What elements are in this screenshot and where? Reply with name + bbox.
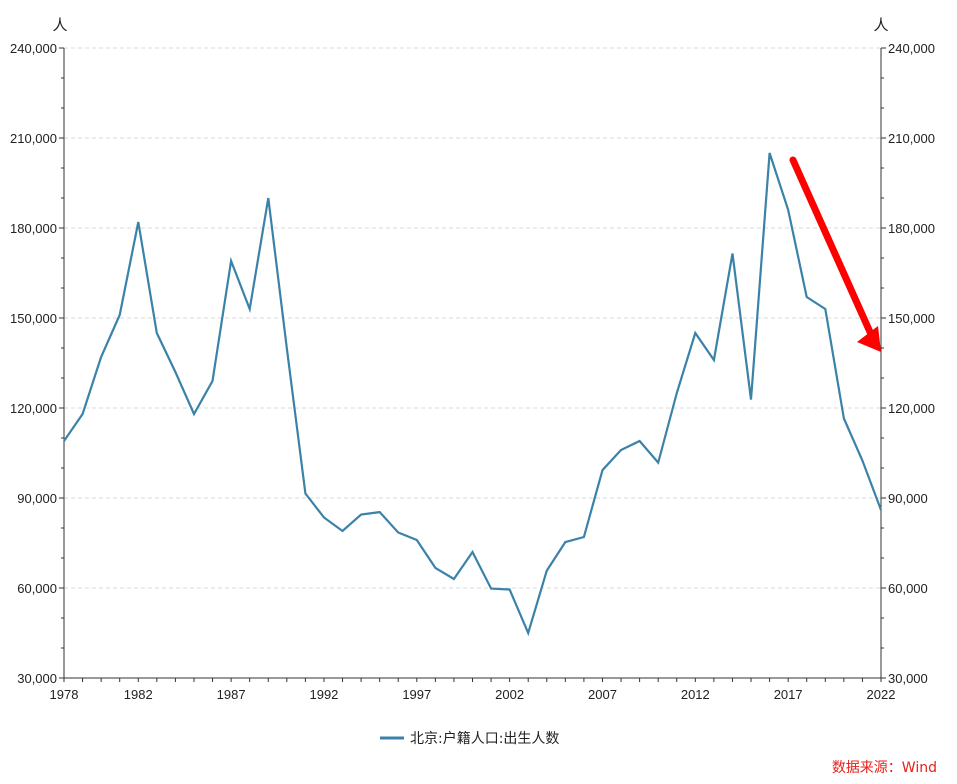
x-tick-label: 2022 [867, 687, 896, 702]
x-tick-label: 2002 [495, 687, 524, 702]
series-line [63, 152, 883, 637]
right-y-ticks: 30,000 60,000 90,000 120,000 150,000 180,000 2… [881, 41, 935, 686]
trend-arrow-head [857, 326, 881, 352]
axes [63, 48, 882, 679]
right-y-tick-label: 210,000 [888, 131, 935, 146]
x-tick-label: 2017 [774, 687, 803, 702]
right-y-tick-label: 240,000 [888, 41, 935, 56]
legend: 北京:户籍人口:出生人数 [380, 730, 559, 747]
trend-arrow [789, 156, 881, 352]
right-y-unit-label: 人 [873, 16, 888, 34]
left-y-ticks: 30,000 60,000 90,000 120,000 150,000 180,000 2… [10, 41, 64, 686]
x-tick-label: 2012 [681, 687, 710, 702]
x-tick-label: 1978 [50, 687, 79, 702]
left-y-tick-label: 120,000 [10, 401, 57, 416]
source-note: 数据来源：Wind [832, 760, 937, 776]
right-y-tick-label: 180,000 [888, 221, 935, 236]
x-tick-label: 1987 [217, 687, 246, 702]
right-y-tick-label: 120,000 [888, 401, 935, 416]
left-y-tick-label: 60,000 [17, 581, 57, 596]
right-y-tick-label: 150,000 [888, 311, 935, 326]
left-y-tick-label: 180,000 [10, 221, 57, 236]
left-y-tick-label: 30,000 [17, 671, 57, 686]
x-tick-label: 1992 [309, 687, 338, 702]
right-y-tick-label: 30,000 [888, 671, 928, 686]
x-tick-label: 2007 [588, 687, 617, 702]
left-y-tick-label: 150,000 [10, 311, 57, 326]
x-tick-label: 1982 [124, 687, 153, 702]
gridlines [64, 47, 881, 589]
right-y-tick-label: 60,000 [888, 581, 928, 596]
left-y-tick-label: 240,000 [10, 41, 57, 56]
trend-arrow-shaft [789, 156, 874, 336]
left-y-tick-label: 90,000 [17, 491, 57, 506]
x-ticks: 1978 1982 1987 1992 1997 2002 2007 2012 2017 2022 [50, 678, 896, 702]
legend-label: 北京:户籍人口:出生人数 [410, 730, 559, 747]
series-layer [63, 152, 883, 637]
x-tick-label: 1997 [402, 687, 431, 702]
right-y-tick-label: 90,000 [888, 491, 928, 506]
left-y-unit-label: 人 [52, 16, 67, 34]
left-y-tick-label: 210,000 [10, 131, 57, 146]
